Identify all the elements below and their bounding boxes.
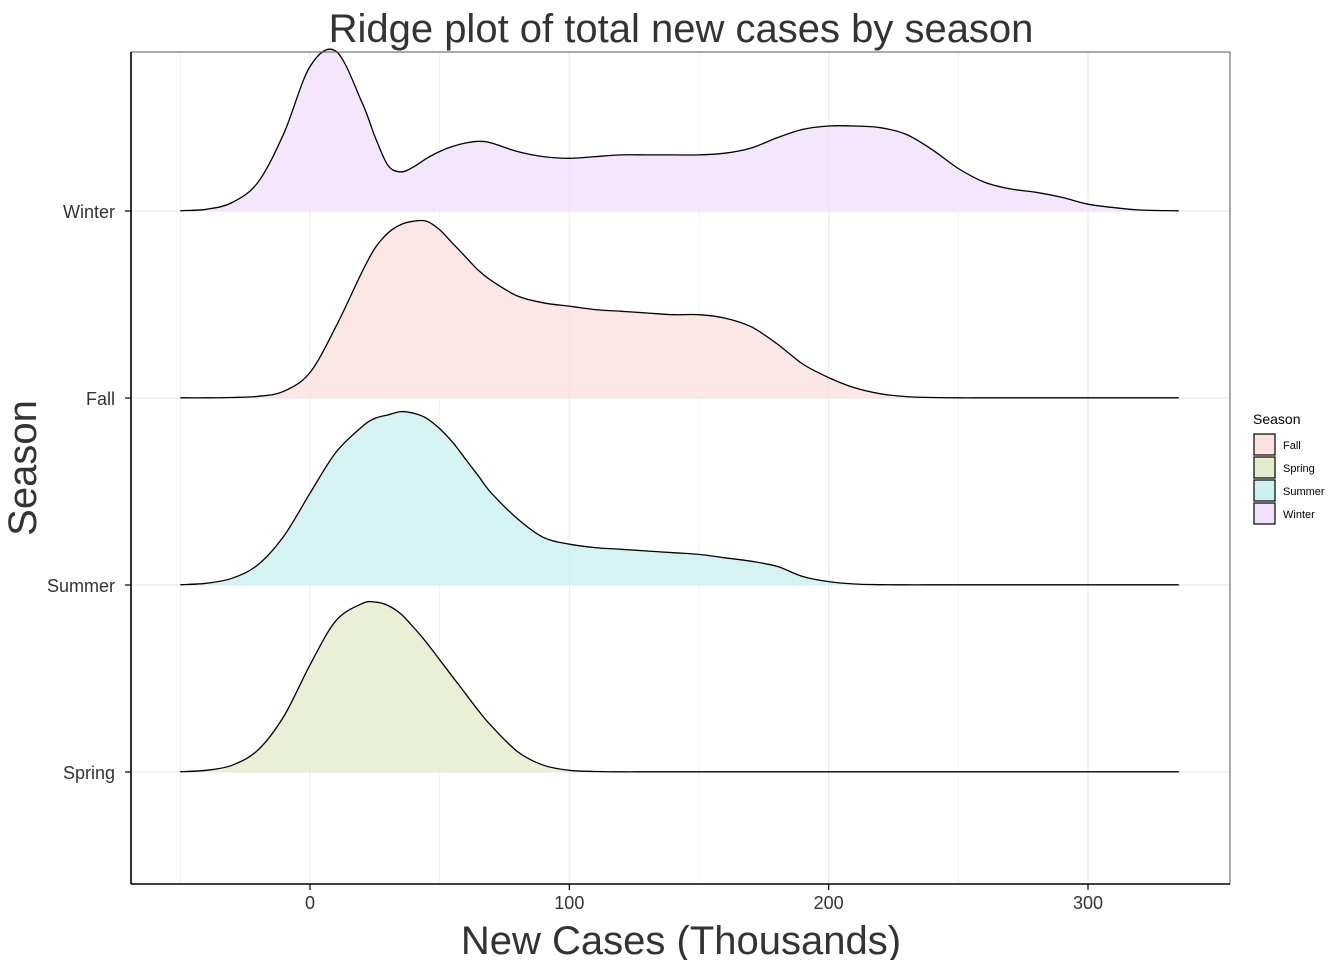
panel-frame <box>130 51 1231 885</box>
y-tick-label-fall: Fall <box>86 389 115 409</box>
legend-swatch <box>1253 433 1276 456</box>
x-tick-label: 300 <box>1073 893 1103 913</box>
ridge-line-summer <box>180 410 1179 586</box>
legend-items: Fall Spring Summer Winter <box>1253 433 1325 525</box>
ridge-fill-winter <box>180 49 1179 211</box>
x-axis-ticks: 0 100 200 300 <box>305 884 1103 913</box>
legend-swatch <box>1253 479 1276 502</box>
ridge-summer <box>180 410 1179 586</box>
ridge-fall <box>180 219 1179 399</box>
ridge-fill-summer <box>180 411 1179 585</box>
y-axis-ticks: Spring Summer Fall Winter <box>47 202 131 783</box>
ridge-line-spring <box>180 600 1179 773</box>
legend-label: Fall <box>1283 440 1301 452</box>
ridge-line-fall <box>180 219 1179 399</box>
y-axis-title: Season <box>1 400 45 536</box>
ridge-spring <box>180 600 1179 773</box>
legend-item-fall: Fall <box>1253 433 1301 456</box>
legend-label: Summer <box>1283 486 1325 498</box>
x-tick-label: 100 <box>554 893 584 913</box>
y-tick-label-winter: Winter <box>63 202 115 222</box>
legend-item-summer: Summer <box>1253 479 1325 502</box>
y-tick-label-summer: Summer <box>47 576 115 596</box>
x-tick-label: 0 <box>305 893 315 913</box>
legend: Season Fall Spring Summer Winter <box>1253 411 1325 525</box>
legend-item-spring: Spring <box>1253 456 1315 479</box>
x-axis-title: New Cases (Thousands) <box>461 919 901 960</box>
legend-title: Season <box>1253 411 1300 427</box>
y-tick-label-spring: Spring <box>63 763 115 783</box>
legend-swatch <box>1253 502 1276 525</box>
chart-title: Ridge plot of total new cases by season <box>329 7 1034 51</box>
ridges <box>180 48 1179 773</box>
ridge-fill-fall <box>180 220 1179 398</box>
ridge-line-winter <box>180 48 1179 212</box>
legend-label: Spring <box>1283 463 1315 475</box>
ridge-fill-spring <box>180 601 1179 772</box>
legend-swatch <box>1253 456 1276 479</box>
legend-item-winter: Winter <box>1253 502 1315 525</box>
x-tick-label: 200 <box>814 893 844 913</box>
ridge-winter <box>180 48 1179 212</box>
legend-label: Winter <box>1283 509 1315 521</box>
